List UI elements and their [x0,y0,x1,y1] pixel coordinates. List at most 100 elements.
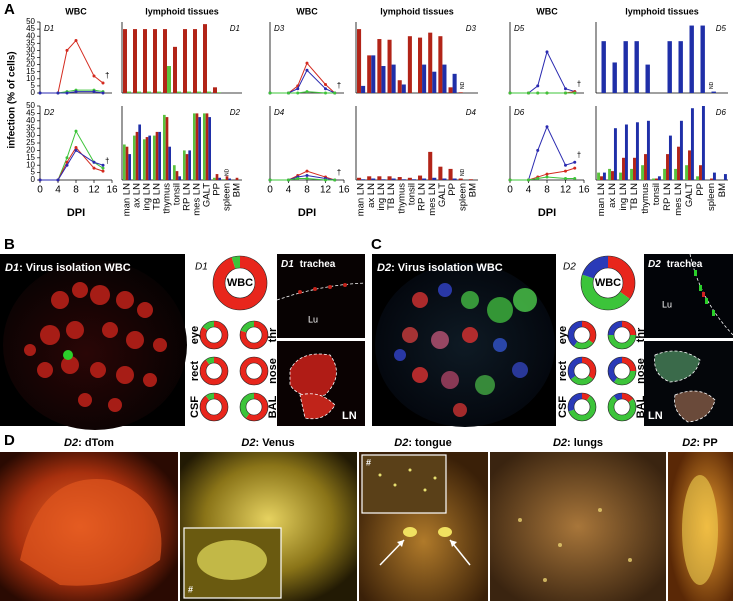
bar [401,84,406,93]
donut-label: eye [189,326,201,344]
bar [138,124,141,180]
bar [448,87,453,93]
bar [442,64,447,93]
series-line [40,149,104,181]
series-line [270,91,335,94]
bar [381,66,386,93]
chart-label: D6 [514,108,525,117]
donut-segment [608,256,635,299]
bar [367,55,372,93]
bar [679,120,683,180]
donut-label: rect [557,361,569,382]
annotation: † [105,71,109,80]
x-tick-label: tonsil [172,183,183,205]
bar [185,154,189,180]
x-tick-label: RP LN [417,183,428,211]
bar [699,165,702,180]
data-point [564,169,567,173]
donut-segment [568,321,582,347]
bar [432,71,437,93]
bar [387,39,392,93]
bar [143,139,146,180]
bar [223,179,226,180]
chart-title: lymphoid tissues [145,6,219,16]
bar [397,177,402,180]
data-point [573,166,577,170]
donut-segment [582,357,596,380]
bar [428,151,433,180]
photo-title: D2: PP [682,437,717,449]
x-tick-label: ax LN [607,183,618,208]
donut-outline [239,392,269,422]
donut-segment [568,393,582,412]
donut-segment [245,393,268,421]
bar [700,25,705,93]
x-tick-label: 0 [507,185,513,196]
bar [418,37,423,93]
x-tick-label: tonsil [406,183,417,205]
data-point [564,177,567,181]
data-point [268,91,272,95]
data-point [92,74,96,78]
data-point [305,68,309,72]
data-point [545,50,549,54]
bar [168,146,171,180]
data-point [101,166,105,170]
x-tick-label: PP [212,183,223,196]
chart-label: D3 [466,24,477,33]
bar [677,146,680,180]
chart-label: D2 [230,108,241,117]
image-title: D2: Virus isolation WBC [377,262,503,274]
photo-title-prefix: D2 [553,437,567,449]
donut-segment [213,256,267,310]
y-tick-label: 25 [26,53,35,62]
data-point [101,163,105,167]
lumen-label: Lu [662,299,672,309]
micrograph-node: LN [644,341,733,426]
data-point [545,91,549,95]
bar [448,168,453,180]
donut-segment [581,274,630,310]
y-tick-label: 10 [26,160,35,169]
data-point [38,91,42,95]
donut-segment [240,357,268,385]
bar [711,91,716,93]
x-tick-label: ax LN [366,183,377,208]
x-tick-label: 16 [578,185,590,196]
bar [710,178,713,180]
y-tick-label: 15 [26,67,35,76]
bar [678,41,683,93]
image-title-text: : Virus isolation WBC [19,262,131,274]
annotation: † [337,168,341,177]
bar [644,154,647,180]
donut-outline [613,362,631,380]
node-label: LN [342,410,357,422]
panel-label: D [4,432,15,449]
data-point [305,61,309,65]
data-point [92,90,96,94]
donut-outline [205,362,223,380]
data-point [296,177,300,181]
photo: # D2: tongue [359,437,488,601]
chart-label: D1 [230,24,240,33]
data-point [65,91,69,95]
bar [387,176,392,180]
bar [685,165,689,180]
bar [203,113,206,180]
x-tick-label: thymus [640,183,651,214]
donut-label: nose [267,358,279,384]
x-tick-label: spleen [457,183,468,211]
image-title-text: : Virus isolation WBC [391,262,503,274]
donut-segment [582,256,608,279]
donut-label: eye [557,326,569,344]
annotation: † [577,80,581,89]
series-line [510,176,575,181]
y-tick-label: 45 [26,24,35,33]
bar [442,178,447,180]
y-tick-label: 20 [26,146,35,155]
bar [657,176,661,180]
data-point [573,177,577,181]
data-point [545,125,549,129]
data-point [536,91,540,95]
